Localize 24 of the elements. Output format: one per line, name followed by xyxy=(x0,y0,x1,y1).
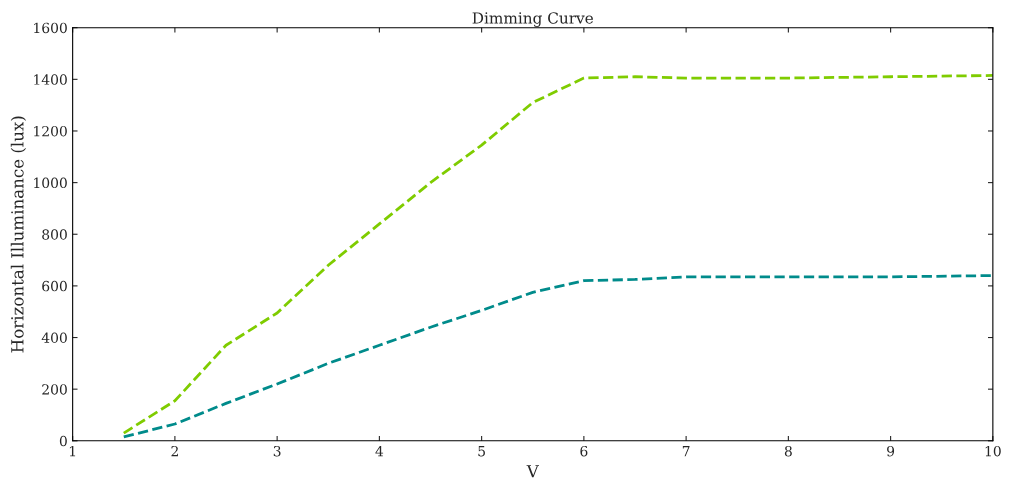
y-tick-label: 0 xyxy=(59,435,67,447)
x-tick-label: 6 xyxy=(580,445,588,457)
line-series xyxy=(122,274,993,439)
y-tick-label: 1400 xyxy=(34,74,67,85)
y-tick-label: 200 xyxy=(42,384,67,395)
y-tick-label: 1000 xyxy=(34,177,67,189)
x-tick-label: 10 xyxy=(985,445,1001,457)
x-tick-label: 3 xyxy=(273,445,281,457)
x-tick-label: 9 xyxy=(887,445,895,457)
y-tick-label: 600 xyxy=(42,280,67,292)
y-tick-label: 400 xyxy=(41,332,67,343)
line-series xyxy=(122,74,993,435)
y-axis-title: Horizontal Illuminance (lux) xyxy=(10,116,27,353)
x-axis-title: V xyxy=(526,465,540,478)
y-tick-label: 1600 xyxy=(34,22,67,34)
x-tick-label: 1 xyxy=(69,445,76,457)
x-tick-label: 8 xyxy=(784,445,792,457)
y-tick-label: 800 xyxy=(42,229,67,240)
x-tick-label: 5 xyxy=(478,446,485,457)
x-tick-label: 7 xyxy=(682,446,690,457)
x-tick-label: 2 xyxy=(171,445,178,457)
x-tick-label: 4 xyxy=(375,445,384,457)
y-tick-label: 1200 xyxy=(34,125,67,137)
chart-title: Dimming Curve xyxy=(472,12,593,27)
